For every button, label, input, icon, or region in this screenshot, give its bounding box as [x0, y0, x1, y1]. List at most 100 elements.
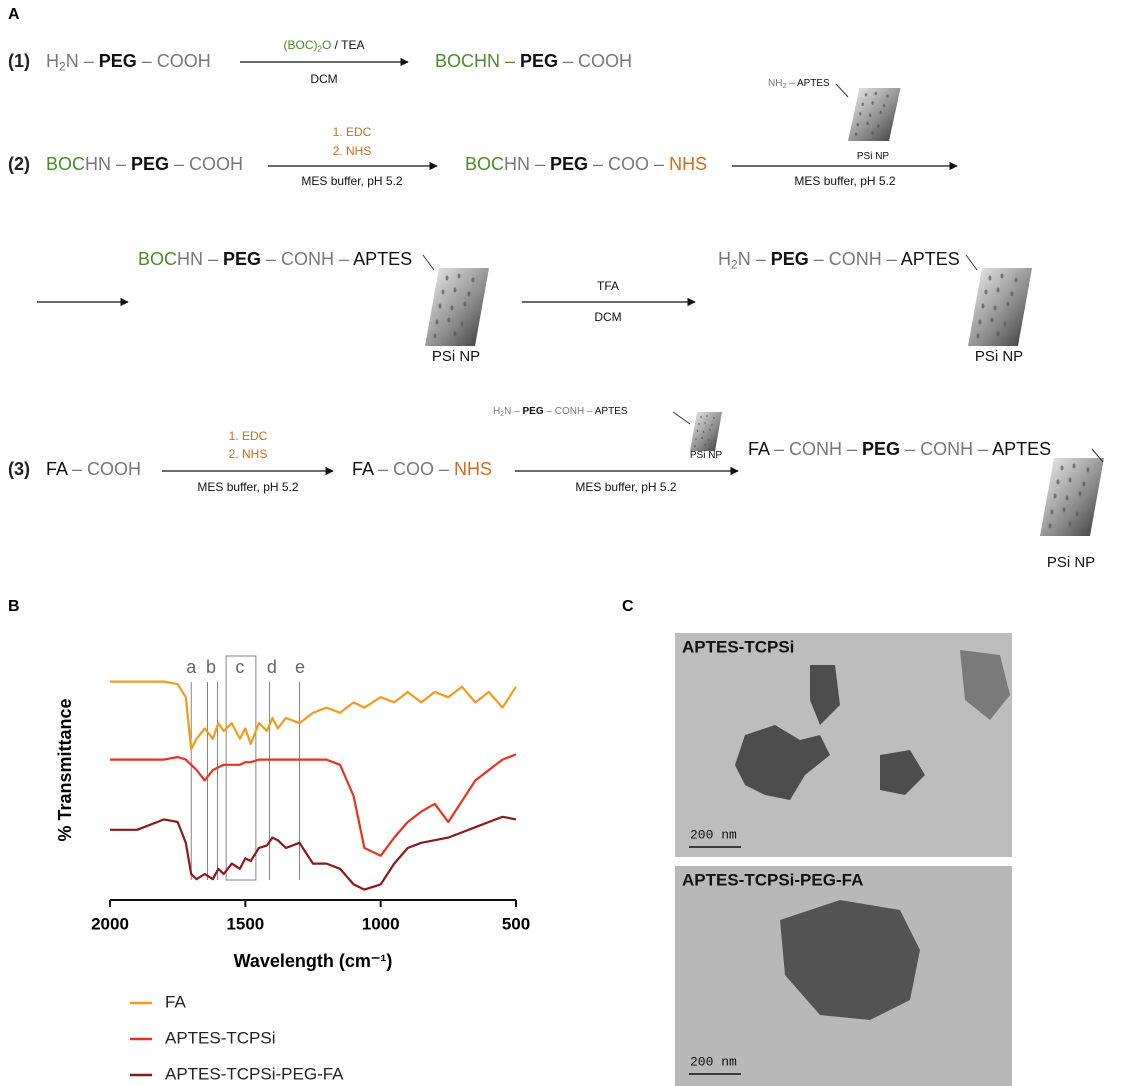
- scheme-fragment: – COO –: [588, 154, 669, 174]
- tem-title: APTES-TCPSi: [682, 637, 794, 656]
- scheme-text: (3): [8, 459, 30, 479]
- band-label: d: [267, 657, 277, 677]
- legend-label: APTES-TCPSi-PEG-FA: [165, 1064, 344, 1083]
- scheme-fragment: PSi NP: [690, 450, 723, 461]
- scheme-text: BOCHN – PEG – COOH: [46, 154, 243, 174]
- legend-label: APTES-TCPSi: [165, 1028, 276, 1047]
- page: { "panel_labels": ["A", "B", "C"], "sche…: [0, 0, 1131, 1086]
- scheme-text: H2N – PEG – COOH: [46, 51, 211, 74]
- nanoparticle-icon: [848, 88, 900, 141]
- x-axis-label: Wavelength (cm⁻¹): [234, 951, 393, 971]
- nanoparticle-icon: [1040, 458, 1104, 536]
- scheme-text: MES buffer, pH 5.2: [794, 174, 895, 188]
- scheme-fragment: H: [493, 406, 500, 417]
- scheme-fragment: PSi NP: [857, 151, 890, 162]
- series-line: [110, 754, 516, 855]
- scheme-fragment: PEG: [550, 154, 588, 174]
- scheme-text: (2): [8, 154, 30, 174]
- scheme-fragment: HN –: [85, 154, 131, 174]
- x-tick-label: 1500: [226, 914, 264, 933]
- x-tick-label: 2000: [91, 914, 129, 933]
- scheme-fragment: APTES: [353, 249, 412, 269]
- scale-label: 200 nm: [690, 1054, 737, 1069]
- scheme-fragment: APTES: [797, 78, 830, 89]
- scheme-fragment: MES buffer, pH 5.2: [301, 174, 402, 188]
- scheme-text: MES buffer, pH 5.2: [301, 174, 402, 188]
- scheme-fragment: PEG: [862, 439, 900, 459]
- scheme-text: H2N – PEG – CONH – APTES: [493, 406, 628, 418]
- scheme-text: FA – CONH – PEG – CONH – APTES: [748, 439, 1051, 459]
- x-tick-label: 500: [502, 914, 530, 933]
- scheme-fragment: PEG: [771, 249, 809, 269]
- scheme-fragment: 1. EDC: [229, 429, 268, 443]
- scheme-text: FA – COOH: [46, 459, 141, 479]
- panel-label: C: [622, 598, 634, 615]
- scheme-text: TFA: [597, 279, 619, 293]
- scheme-fragment: PEG: [99, 51, 137, 71]
- band-label: a: [186, 657, 197, 677]
- figure: (1)H2N – PEG – COOH(BOC)2O / TEADCMBOCHN…: [0, 0, 1131, 1086]
- scheme-fragment: – COO –: [373, 459, 454, 479]
- band-label: b: [206, 657, 216, 677]
- scheme-text: PSi NP: [975, 348, 1023, 365]
- scheme-text: 1. EDC: [229, 429, 268, 443]
- scheme-fragment: APTES: [595, 406, 628, 417]
- scheme-fragment: APTES: [992, 439, 1051, 459]
- scheme-text: PSi NP: [1047, 554, 1095, 571]
- scheme-fragment: – COOH: [169, 154, 243, 174]
- scheme-text: BOCHN – PEG – COOH: [435, 51, 632, 71]
- scheme-fragment: HN –: [474, 51, 520, 71]
- scheme-fragment: 2. NHS: [229, 447, 268, 461]
- scheme-fragment: – CONH –: [769, 439, 862, 459]
- scheme-fragment: FA: [748, 439, 770, 459]
- scheme-text: PSi NP: [690, 450, 723, 461]
- scheme-fragment: MES buffer, pH 5.2: [575, 480, 676, 494]
- scheme-fragment: DCM: [594, 310, 621, 324]
- tem-title: APTES-TCPSi-PEG-FA: [682, 870, 863, 889]
- scheme-fragment: NH: [768, 78, 782, 89]
- y-axis-label: % Transmittance: [55, 698, 75, 841]
- scheme-fragment: N –: [504, 406, 522, 417]
- scheme-text: FA – COO – NHS: [352, 459, 492, 479]
- legend-label: FA: [165, 992, 186, 1011]
- scheme-fragment: –: [786, 78, 797, 89]
- scheme-fragment: PSi NP: [1047, 554, 1095, 571]
- nanoparticle-icon: [690, 412, 722, 451]
- scheme-fragment: PSi NP: [432, 348, 480, 365]
- scheme-fragment: FA: [46, 459, 68, 479]
- reaction-scheme: (1)H2N – PEG – COOH(BOC)2O / TEADCMBOCHN…: [8, 38, 1104, 571]
- panel-label: B: [8, 598, 20, 615]
- scheme-fragment: TFA: [597, 279, 619, 293]
- band-label: c: [235, 657, 244, 677]
- tem-panel: APTES-TCPSi 200 nm APTES-TCPSi-PEG-FA 20…: [675, 633, 1012, 1086]
- scheme-fragment: HN –: [504, 154, 550, 174]
- scheme-fragment: – CONH –: [900, 439, 992, 459]
- scheme-text: PSi NP: [432, 348, 480, 365]
- series-line: [110, 682, 516, 750]
- scheme-fragment: BOC: [138, 249, 177, 269]
- scheme-text: MES buffer, pH 5.2: [575, 480, 676, 494]
- scheme-text: NH2 – APTES: [768, 78, 830, 90]
- scheme-fragment: – CONH –: [809, 249, 901, 269]
- scheme-fragment: – CONH –: [544, 406, 595, 417]
- scheme-fragment: DCM: [310, 72, 337, 86]
- scheme-fragment: PSi NP: [975, 348, 1023, 365]
- scheme-fragment: (1): [8, 51, 30, 71]
- scheme-fragment: NHS: [669, 154, 707, 174]
- scheme-fragment: H: [46, 51, 59, 71]
- scheme-fragment: – COOH: [137, 51, 211, 71]
- scheme-fragment: PEG: [223, 249, 261, 269]
- scheme-fragment: PEG: [131, 154, 169, 174]
- scheme-fragment: BOC: [46, 154, 85, 174]
- scheme-fragment: – COOH: [67, 459, 141, 479]
- scheme-fragment: (3): [8, 459, 30, 479]
- series-line: [110, 817, 516, 890]
- scheme-fragment: (2): [8, 154, 30, 174]
- scheme-fragment: HN –: [177, 249, 223, 269]
- scheme-fragment: N –: [738, 249, 771, 269]
- scheme-text: 1. EDC: [333, 125, 372, 139]
- scheme-text: 2. NHS: [333, 144, 372, 158]
- band-label: e: [295, 657, 305, 677]
- scheme-fragment: O: [322, 38, 331, 52]
- scheme-fragment: PEG: [520, 51, 558, 71]
